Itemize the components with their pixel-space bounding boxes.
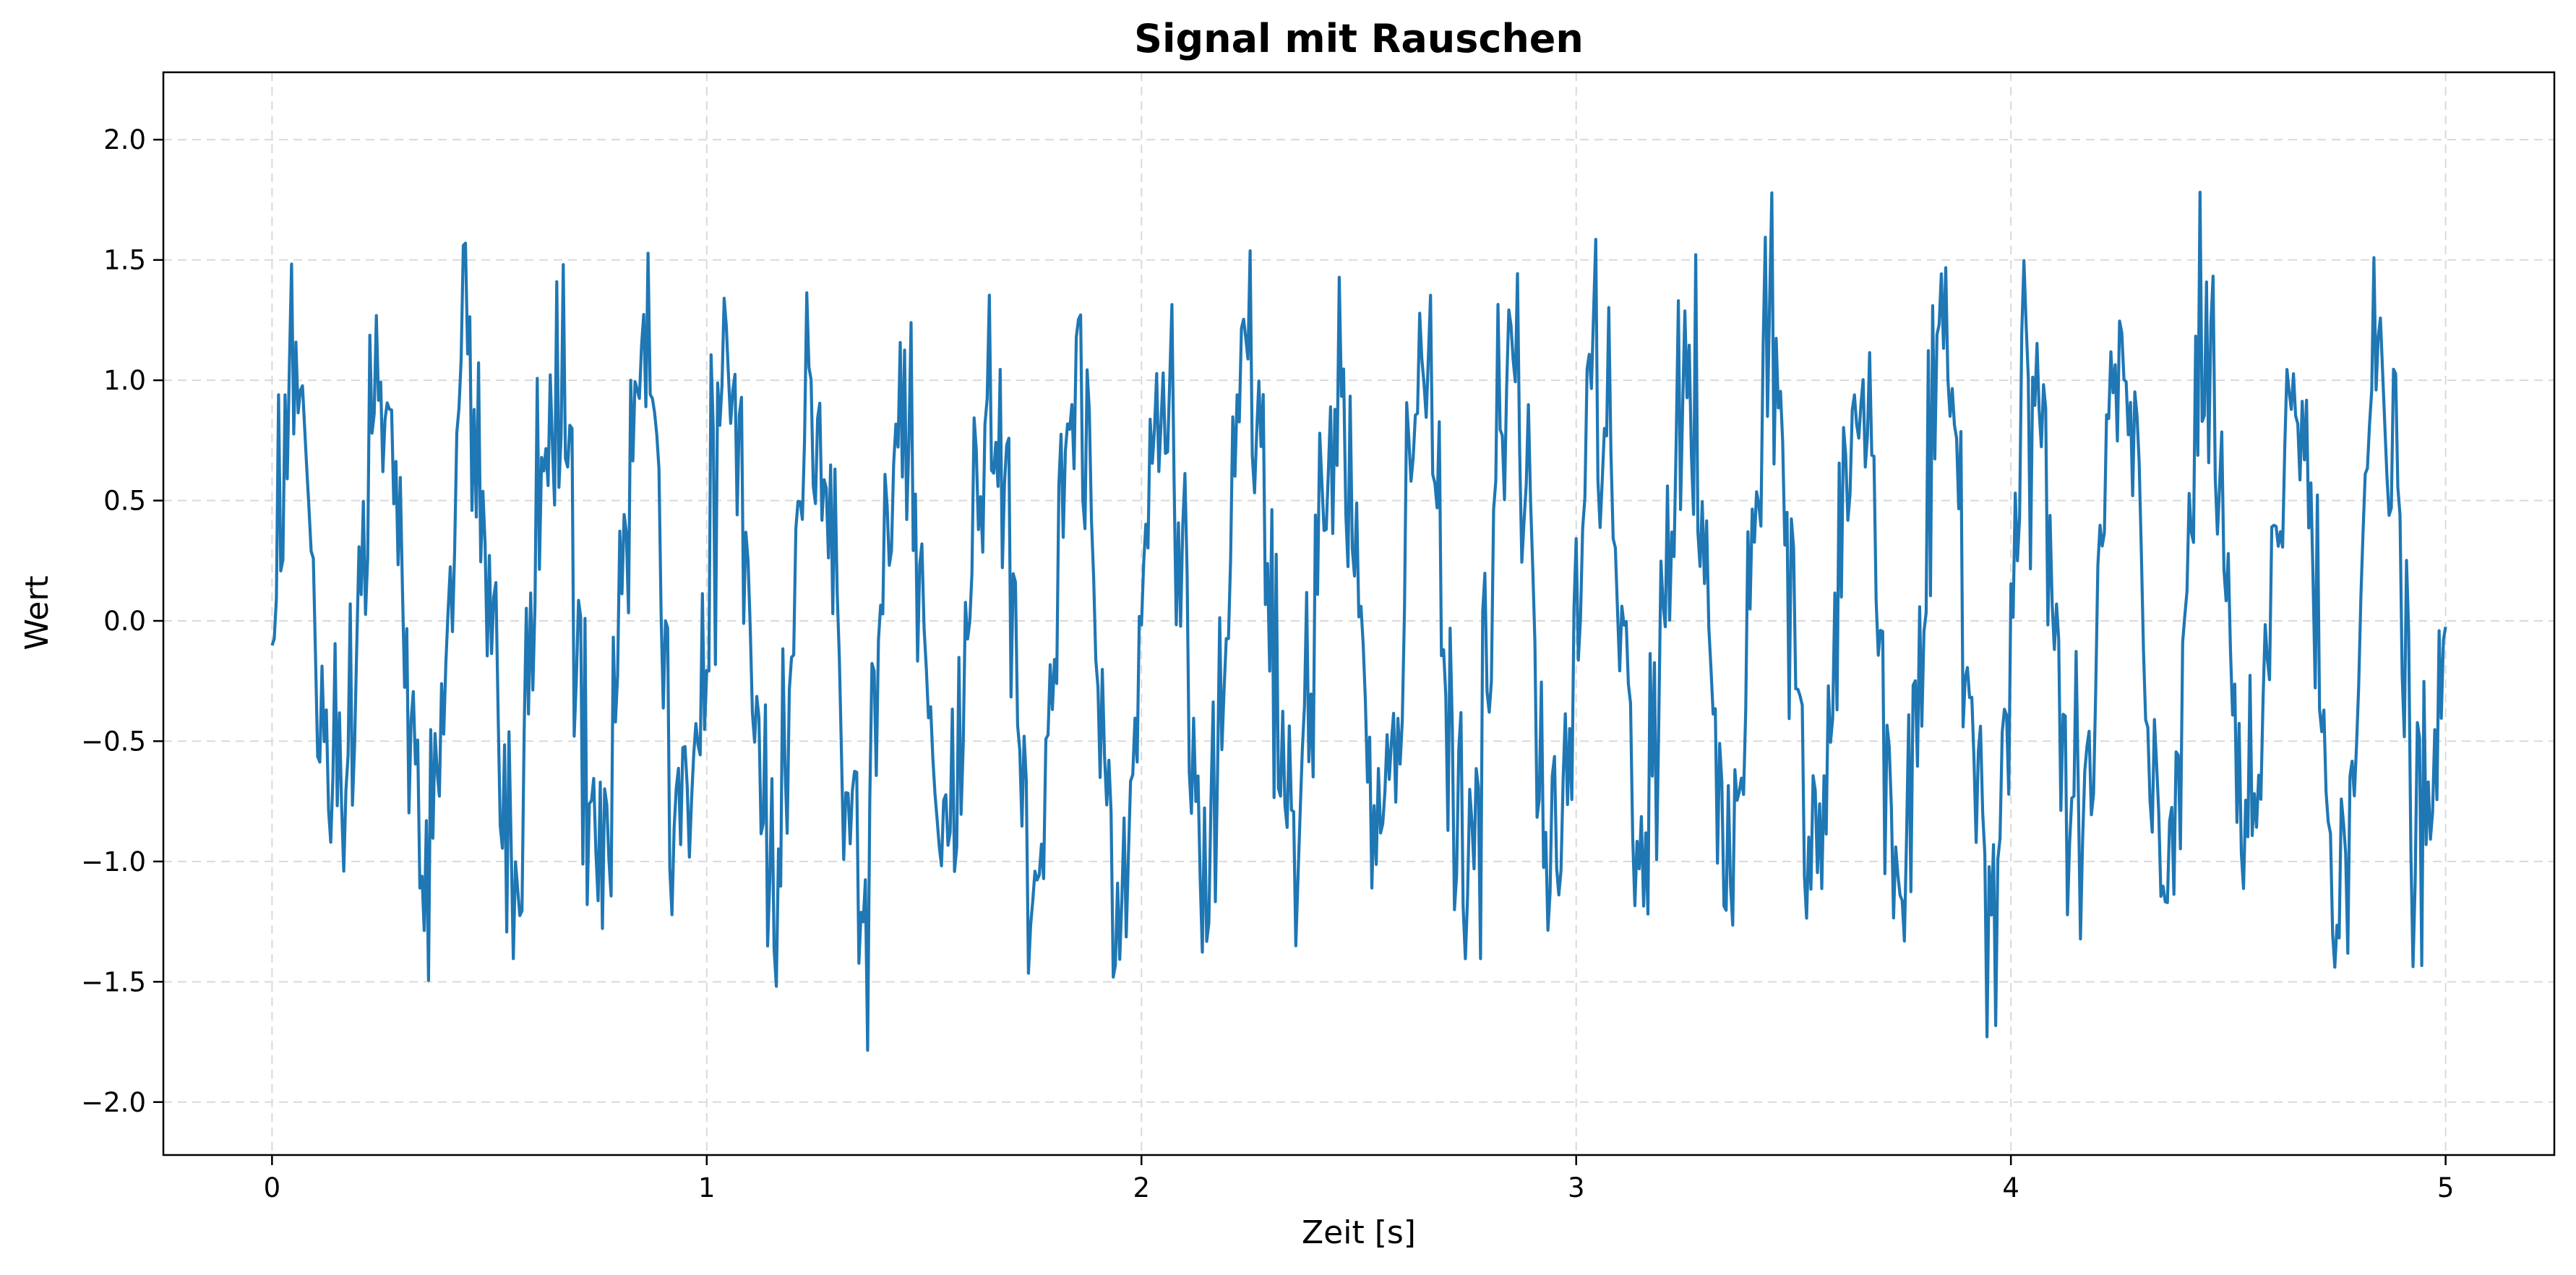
y-tick-label: 2.0	[103, 124, 146, 155]
y-tick-label: −2.0	[81, 1087, 146, 1118]
series-line	[270, 190, 2447, 1052]
x-tick-label: 5	[2437, 1172, 2455, 1203]
x-tick-label: 1	[698, 1172, 716, 1203]
y-tick-label: 0.0	[103, 606, 146, 637]
x-tick-label: 0	[264, 1172, 281, 1203]
y-tick-label: 1.0	[103, 365, 146, 396]
x-axis-label: Zeit [s]	[1302, 1214, 1416, 1251]
y-tick-label: −0.5	[81, 726, 146, 757]
y-tick-label: −1.0	[81, 846, 146, 877]
y-axis-label: Wert	[19, 575, 56, 650]
plot-frame	[162, 71, 2556, 1156]
x-axis: 0 1 2 3 4 5	[264, 1155, 2455, 1203]
y-tick-label: −1.5	[81, 966, 146, 997]
y-tick-label: 0.5	[103, 486, 146, 517]
series-layer	[270, 190, 2447, 1052]
chart-title: Signal mit Rauschen	[1134, 16, 1584, 61]
x-tick-label: 4	[2002, 1172, 2019, 1203]
y-tick-label: 1.5	[103, 245, 146, 276]
x-tick-label: 3	[1568, 1172, 1585, 1203]
y-axis: −2.0 −1.5 −1.0 −0.5 0.0 0.5 1.0 1.5 2.0	[81, 124, 163, 1118]
x-tick-label: 2	[1133, 1172, 1150, 1203]
